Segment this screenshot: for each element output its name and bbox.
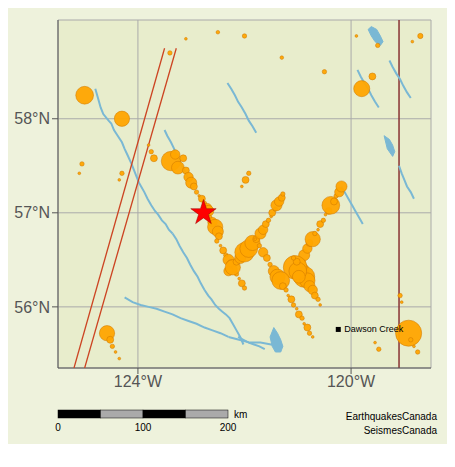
svg-text:100: 100 xyxy=(135,422,152,433)
svg-text:58°N: 58°N xyxy=(14,110,50,127)
svg-text:0: 0 xyxy=(55,422,61,433)
svg-text:km: km xyxy=(234,409,247,420)
html-text:EarthquakesCanada: EarthquakesCanada xyxy=(345,411,437,422)
svg-text:Dawson Creek: Dawson Creek xyxy=(344,324,404,334)
svg-text:124°W: 124°W xyxy=(114,373,163,390)
svg-text:200: 200 xyxy=(220,422,237,433)
html-text:SeismesCanada: SeismesCanada xyxy=(363,425,437,436)
svg-text:56°N: 56°N xyxy=(14,299,50,316)
svg-text:120°W: 120°W xyxy=(327,373,376,390)
svg-text:57°N: 57°N xyxy=(14,204,50,221)
